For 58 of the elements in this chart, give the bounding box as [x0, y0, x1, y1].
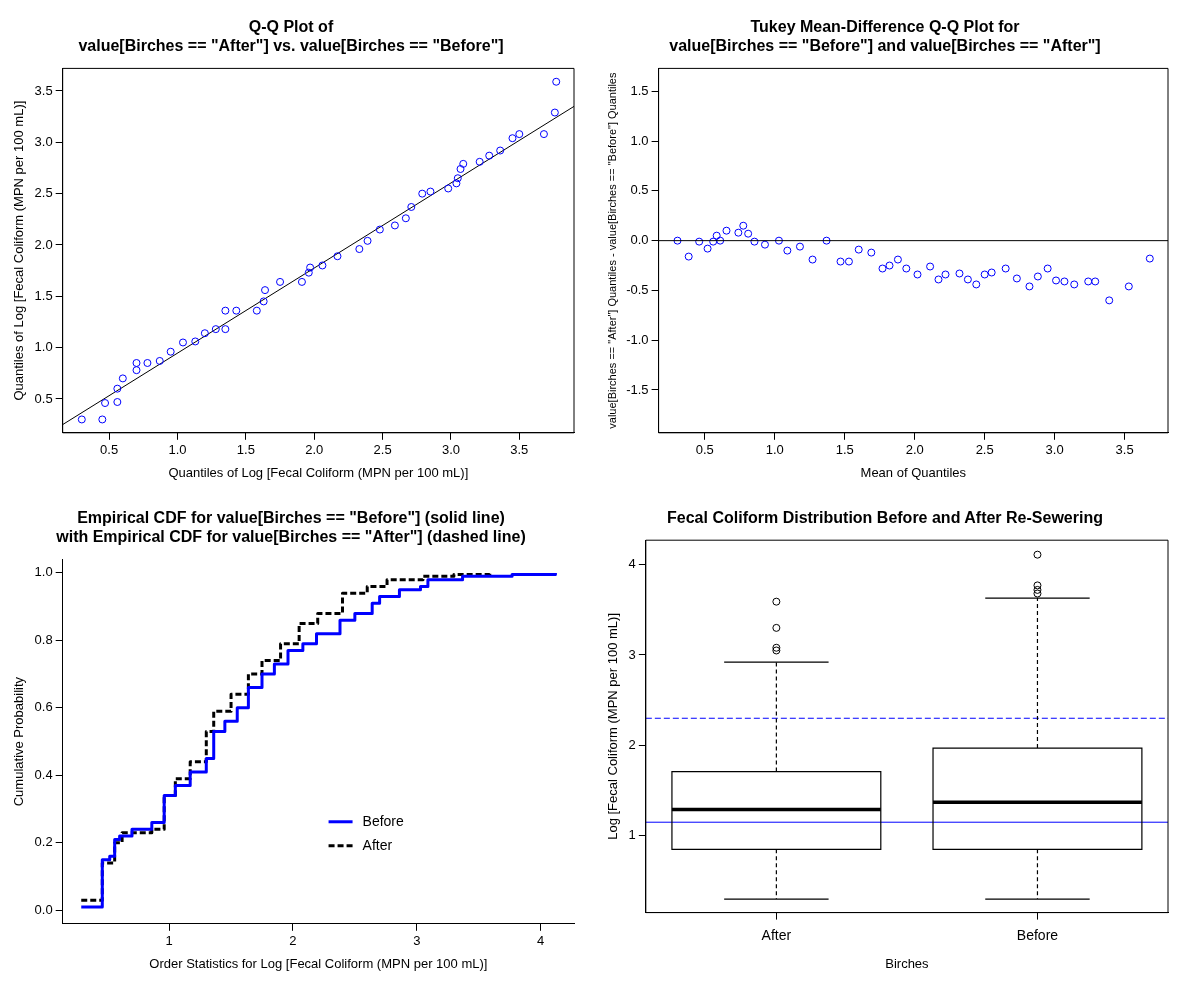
chart-title: Q-Q Plot of value[Birches == "After"] vs. value[Birches == "Before"] [78, 18, 504, 55]
y-tick-label: 4 [628, 556, 636, 572]
y-tick-label: 0.0 [630, 232, 649, 248]
chart-title: Tukey Mean-Difference Q-Q Plot for value[Birches == "Before"] and value[Birches == "After"] [669, 18, 1101, 55]
x-tick-label: 3.5 [510, 442, 529, 458]
x-tick-label: 2.5 [975, 442, 994, 458]
chart-title: Fecal Coliform Distribution Before and After Re-Sewering [667, 509, 1103, 527]
x-tick-label: 2.0 [905, 442, 924, 458]
x-tick-label: 2 [289, 933, 297, 949]
y-tick-label: 1.0 [34, 564, 53, 580]
x-axis-title: Birches [885, 955, 930, 971]
x-axis-title: Order Statistics for Log [Fecal Coliform (MPN per 100 mL)] [149, 955, 488, 971]
x-tick-label: 3.5 [1115, 442, 1134, 458]
y-tick-label: 1 [628, 827, 636, 843]
y-tick-label: -1.5 [626, 381, 649, 397]
y-tick-label: 1.0 [630, 132, 649, 148]
x-axis-title: Quantiles of Log [Fecal Coliform (MPN per 100 mL)] [168, 464, 469, 480]
y-tick-label: 0.6 [34, 699, 53, 715]
y-tick-label: 2.0 [34, 236, 53, 252]
y-tick-label: 2 [628, 736, 636, 752]
x-tick-label: After [761, 926, 792, 943]
y-axis-title: Log [Fecal Coliform (MPN per 100 mL)] [605, 612, 621, 840]
x-tick-label: 1.0 [168, 442, 187, 458]
y-axis-title: Cumulative Probability [11, 676, 27, 807]
y-axis-title: Quantiles of Log [Fecal Coliform (MPN per 100 mL)] [11, 100, 27, 401]
y-tick-label: 3.5 [34, 82, 53, 98]
chart-title: Empirical CDF for value[Birches == "Before"] (solid line) with Empirical CDF for value[Birches == "After"] (dashed line) [55, 509, 526, 546]
y-tick-label: 3.0 [34, 133, 53, 149]
y-tick-label: 0.5 [630, 182, 649, 198]
x-tick-label: 1.5 [835, 442, 854, 458]
y-tick-label: 0.0 [34, 901, 53, 917]
x-tick-label: 0.5 [695, 442, 714, 458]
x-tick-label: 1.5 [236, 442, 255, 458]
y-tick-label: -1.0 [626, 331, 649, 347]
x-tick-label: 3.0 [1045, 442, 1064, 458]
y-tick-label: 1.5 [630, 82, 649, 98]
y-tick-label: 1.5 [34, 287, 53, 303]
y-tick-label: 1.0 [34, 339, 53, 355]
x-tick-label: 2.0 [305, 442, 324, 458]
y-tick-label: 0.8 [34, 631, 53, 647]
y-tick-label: 3 [628, 646, 636, 662]
y-tick-label: 2.5 [34, 185, 53, 201]
x-tick-label: 4 [536, 933, 545, 949]
x-tick-label: 1.0 [765, 442, 784, 458]
legend-label: After [362, 836, 393, 853]
x-tick-label: 3.0 [441, 442, 460, 458]
x-axis-title: Mean of Quantiles [860, 464, 967, 480]
y-tick-label: -0.5 [626, 282, 649, 297]
x-tick-label: 2.5 [373, 442, 392, 458]
legend-label: Before [362, 812, 405, 829]
y-axis-title: value[Birches == "After"] Quantiles - value[Birches == "Before"] Quantiles [605, 72, 618, 429]
y-tick-label: 0.2 [34, 834, 53, 850]
x-tick-label: Before [1016, 926, 1059, 943]
y-tick-label: 0.5 [34, 390, 53, 406]
x-tick-label: 0.5 [100, 442, 119, 458]
x-tick-label: 1 [165, 933, 173, 949]
y-tick-label: 0.4 [34, 766, 53, 782]
x-tick-label: 3 [413, 933, 421, 949]
